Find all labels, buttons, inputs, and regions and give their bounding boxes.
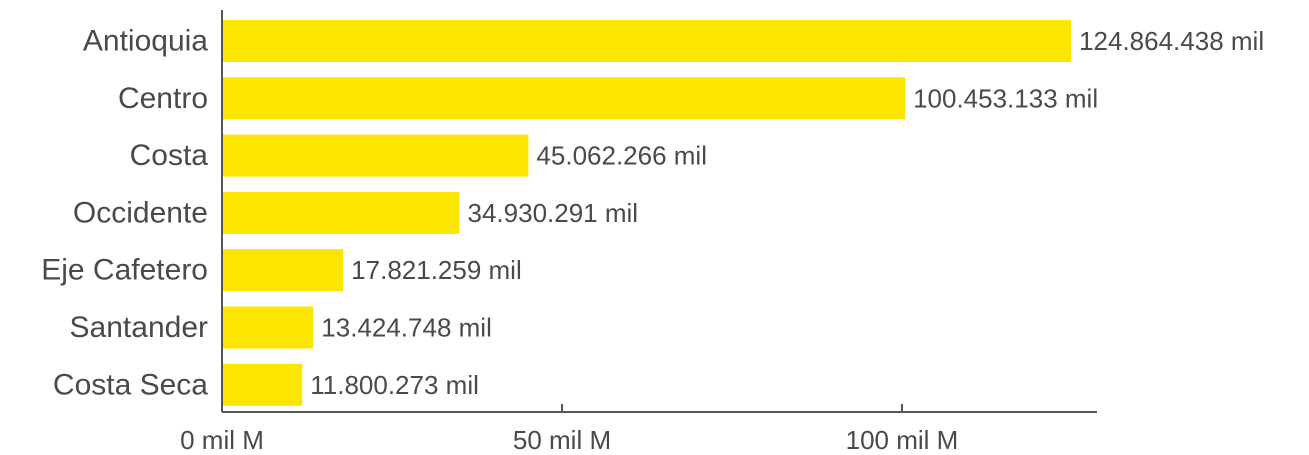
bar-santander — [222, 306, 314, 349]
x-axis-ticks: 0 mil M 50 mil M 100 mil M — [180, 404, 958, 455]
data-label: 124.864.438 mil — [1079, 26, 1264, 56]
bar-antioquia — [222, 20, 1072, 62]
bars-group — [222, 20, 1072, 406]
bar-centro — [222, 77, 906, 120]
data-label: 100.453.133 mil — [913, 83, 1098, 113]
bar-eje-cafetero — [222, 249, 344, 292]
x-tick-label: 100 mil M — [846, 425, 959, 455]
category-label: Occidente — [73, 196, 208, 229]
x-tick-label: 50 mil M — [513, 425, 611, 455]
x-tick-label: 0 mil M — [180, 425, 264, 455]
data-label: 34.930.291 mil — [468, 198, 639, 228]
category-labels: Antioquia Centro Costa Occidente Eje Cafeter… — [41, 25, 208, 402]
bar-costa-seca — [222, 363, 303, 406]
data-label: 17.821.259 mil — [351, 255, 522, 285]
category-label: Costa Seca — [53, 368, 208, 401]
data-label: 11.800.273 mil — [310, 370, 479, 400]
data-label: 13.424.748 mil — [321, 313, 492, 343]
data-labels: 124.864.438 mil 100.453.133 mil 45.062.266… — [310, 26, 1264, 400]
bar-occidente — [222, 191, 460, 234]
category-label: Centro — [118, 82, 208, 115]
category-label: Eje Cafetero — [41, 254, 208, 287]
category-label: Antioquia — [83, 25, 208, 58]
bar-costa — [222, 134, 529, 177]
category-label: Costa — [130, 139, 209, 172]
data-label: 45.062.266 mil — [536, 141, 707, 171]
category-label: Santander — [70, 311, 208, 344]
